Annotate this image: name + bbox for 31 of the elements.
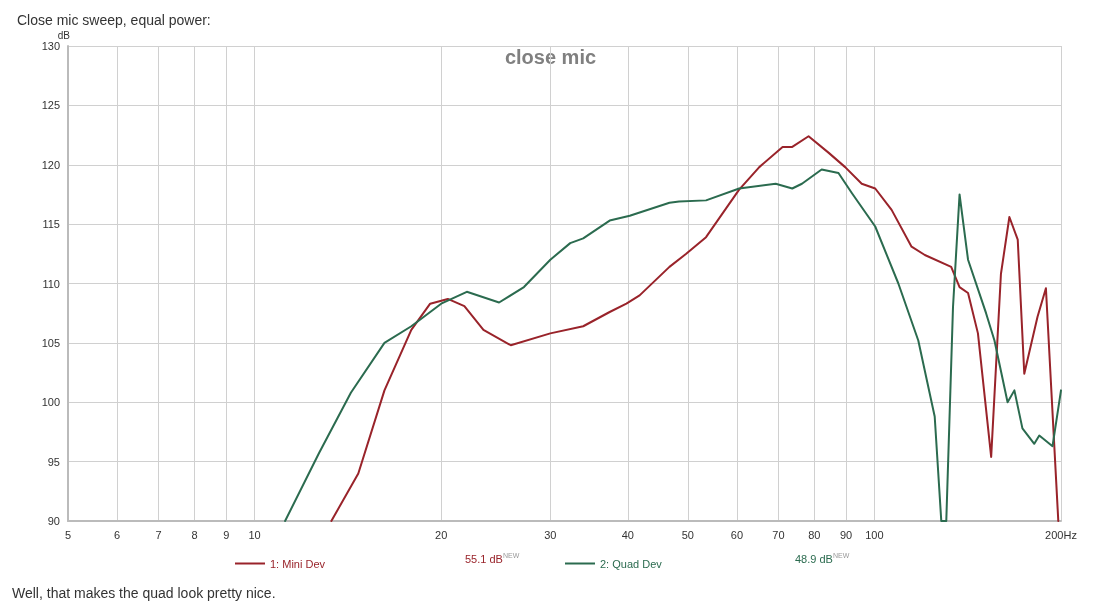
y-tick-label: 90 — [47, 515, 60, 527]
y-axis-title: dB — [57, 30, 71, 42]
x-tick-label: 70 — [772, 528, 785, 541]
y-tick-label: 110 — [42, 277, 60, 290]
y-tick-label: 115 — [42, 218, 60, 231]
y-tick-label: 120 — [41, 158, 60, 171]
x-tick-label: 50 — [681, 528, 694, 541]
x-tick-label: 9 — [223, 528, 230, 541]
x-tick-label: 7 — [155, 528, 162, 541]
x-tick-label: 8 — [191, 528, 198, 541]
chart-title: Close mic sweep, equal power: — [17, 12, 211, 28]
y-tick-label: 105 — [41, 336, 60, 349]
x-tick-label: 10 — [248, 528, 261, 541]
x-tick-label: 5 — [64, 528, 72, 541]
legend-label: 2: Quad Dev — [600, 557, 663, 570]
y-tick-label: 130 — [41, 40, 60, 52]
y-tick-label: 100 — [41, 396, 60, 409]
x-tick-label: 6 — [114, 528, 121, 541]
text: Well, that makes the quad look pretty nice. — [12, 585, 276, 601]
x-tick-label: 20 — [435, 528, 448, 541]
chart-subtitle: close mic — [504, 46, 597, 68]
legend-label: 1: Mini Dev — [270, 557, 326, 570]
x-tick-label: 30 — [544, 528, 557, 541]
y-tick-label: 95 — [47, 455, 60, 468]
x-tick-label: 80 — [808, 528, 821, 541]
x-tick-label: 200Hz — [1045, 528, 1077, 541]
x-tick-label: 40 — [621, 528, 634, 541]
x-tick-label: 90 — [839, 528, 853, 541]
y-tick-label: 125 — [41, 99, 60, 112]
x-tick-label: 100 — [865, 528, 884, 541]
x-tick-label: 60 — [730, 528, 744, 541]
